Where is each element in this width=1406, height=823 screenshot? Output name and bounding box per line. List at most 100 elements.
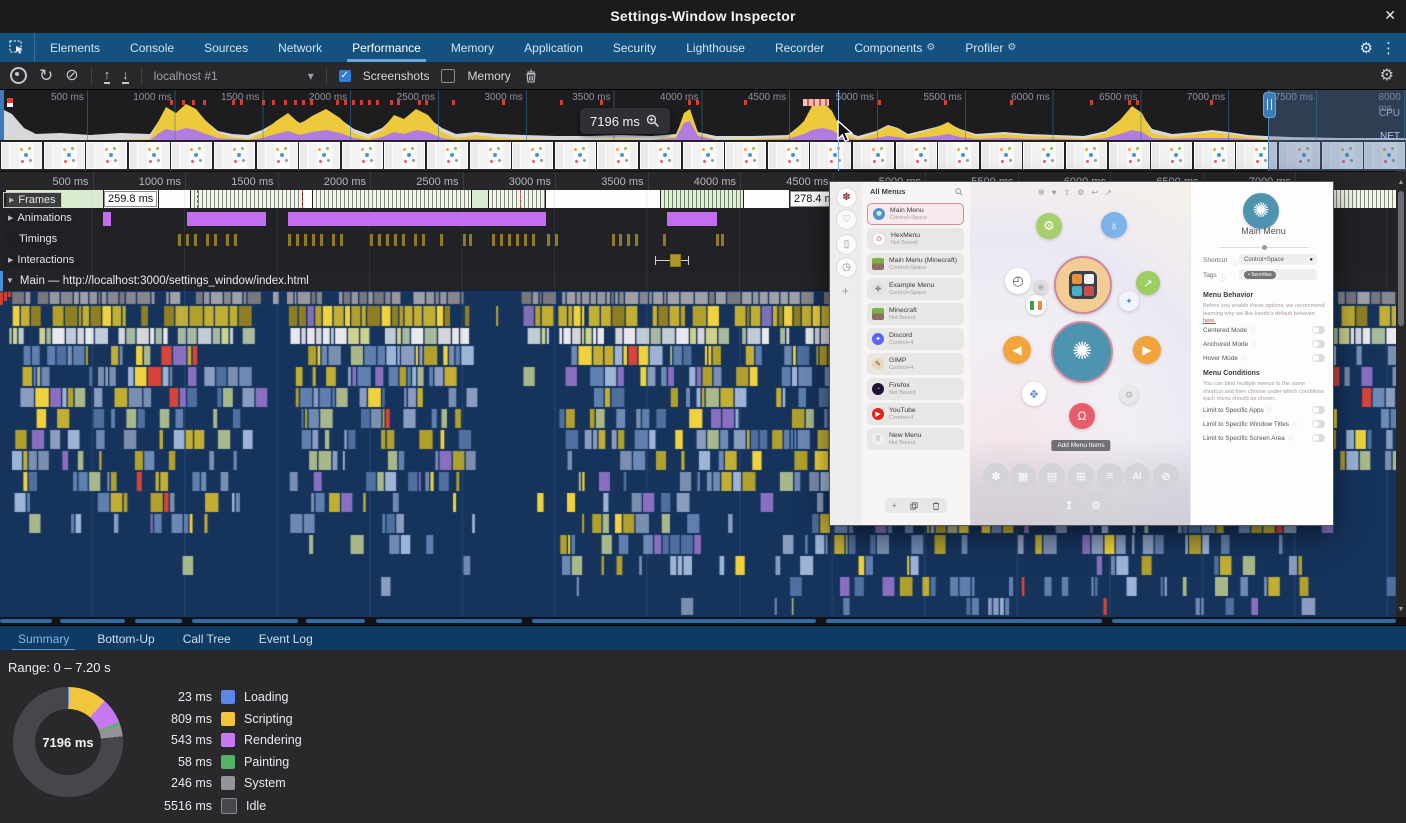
- collect-garbage-icon[interactable]: [523, 68, 539, 83]
- filmstrip-screenshot[interactable]: [1194, 142, 1235, 169]
- filmstrip-screenshot[interactable]: [597, 142, 638, 169]
- clock-icon: ◷: [836, 257, 857, 278]
- range-selector-handle[interactable]: [1263, 92, 1276, 118]
- filmstrip-screenshot[interactable]: [1023, 142, 1064, 169]
- reload-and-record-icon[interactable]: ↻: [39, 67, 53, 84]
- summary-legend: 23 msLoading809 msScripting543 msRenderi…: [150, 690, 302, 814]
- details-tab-summary[interactable]: Summary: [4, 626, 83, 651]
- tab-application[interactable]: Application: [509, 33, 598, 62]
- filmstrip-screenshot[interactable]: [257, 142, 298, 169]
- tab-console[interactable]: Console: [115, 33, 189, 62]
- animations-track-label[interactable]: ▶ Animations: [3, 211, 77, 225]
- vertical-scrollbar[interactable]: ▲ ▼: [1396, 171, 1406, 617]
- filmstrip-screenshot[interactable]: [1151, 142, 1192, 169]
- inspect-element-icon[interactable]: [0, 33, 35, 62]
- details-tab-event-log[interactable]: Event Log: [245, 626, 327, 651]
- memory-checkbox-label[interactable]: Memory: [467, 69, 510, 83]
- tab-components[interactable]: Components⚙: [839, 33, 950, 62]
- info-icon: ⓘ: [1292, 420, 1298, 428]
- filmstrip-screenshot[interactable]: [1279, 142, 1320, 169]
- filmstrip-screenshot[interactable]: [725, 142, 766, 169]
- next-arrow-item: ▶: [1133, 336, 1161, 364]
- devtools-menu-kebab-icon[interactable]: ⋮: [1381, 39, 1396, 57]
- screenshots-checkbox[interactable]: ✓: [339, 70, 351, 82]
- details-tab-call-tree[interactable]: Call Tree: [169, 626, 245, 651]
- frames-track-label[interactable]: ▶ Frames: [3, 192, 62, 208]
- menu-list-item: ✎GIMPControl+4: [867, 353, 964, 375]
- filmstrip-screenshot[interactable]: [1322, 142, 1363, 169]
- filmstrip-screenshot[interactable]: [810, 142, 851, 169]
- scroll-down-icon[interactable]: ▼: [1396, 606, 1406, 613]
- tab-lighthouse[interactable]: Lighthouse: [671, 33, 760, 62]
- tab-recorder[interactable]: Recorder: [760, 33, 839, 62]
- details-tab-bottom-up[interactable]: Bottom-Up: [83, 626, 168, 651]
- filmstrip-screenshot[interactable]: [129, 142, 170, 169]
- timeline-zoom-tooltip: 7196 ms: [580, 108, 670, 134]
- load-profile-icon[interactable]: ↑: [104, 68, 111, 84]
- clear-icon[interactable]: ⊘: [65, 68, 78, 84]
- devtools-settings-gear-icon[interactable]: ⚙: [1360, 39, 1373, 57]
- scroll-up-icon[interactable]: ▲: [1396, 179, 1406, 186]
- expand-arrow-icon[interactable]: ▶: [8, 214, 13, 222]
- tab-memory[interactable]: Memory: [436, 33, 509, 62]
- filmstrip-screenshot[interactable]: [171, 142, 212, 169]
- save-profile-icon[interactable]: ↓: [122, 68, 129, 84]
- target-select[interactable]: localhost #1 ▾: [154, 69, 314, 83]
- filmstrip-screenshot[interactable]: [981, 142, 1022, 169]
- close-icon[interactable]: ✕: [1384, 7, 1396, 24]
- tab-elements[interactable]: Elements: [35, 33, 115, 62]
- filmstrip-screenshot[interactable]: [342, 142, 383, 169]
- dock-icon: ⚙: [1083, 492, 1109, 518]
- filmstrip-screenshot[interactable]: [512, 142, 553, 169]
- filmstrip-screenshot[interactable]: [384, 142, 425, 169]
- filmstrip-screenshot[interactable]: [427, 142, 468, 169]
- menu-item-icon: ✤: [872, 283, 884, 295]
- toggle-row-limit-to-specific-screen-area: Limit to Specific Screen Areaⓘ: [1203, 434, 1325, 442]
- filmstrip-screenshot[interactable]: [683, 142, 724, 169]
- tab-security[interactable]: Security: [598, 33, 671, 62]
- toggle-switch: [1312, 420, 1325, 428]
- screenshot-hover-preview: ✽♡▯◷+ All Menus ✽Main MenuControl+Space✿…: [829, 181, 1334, 526]
- record-icon[interactable]: [10, 67, 27, 84]
- filmstrip-screenshot[interactable]: [1, 142, 42, 169]
- collapse-arrow-icon[interactable]: ▼: [6, 276, 14, 285]
- filmstrip-screenshot[interactable]: [896, 142, 937, 169]
- filmstrip-screenshot[interactable]: [214, 142, 255, 169]
- menu-item-icon: ✦: [872, 333, 884, 345]
- interactions-track-label[interactable]: ▶ Interactions: [3, 253, 79, 267]
- menu-item-icon: ▶: [872, 408, 884, 420]
- filmstrip-screenshot[interactable]: [44, 142, 85, 169]
- filmstrip-screenshot[interactable]: [1364, 142, 1405, 169]
- tab-sources[interactable]: Sources: [189, 33, 263, 62]
- filmstrip-screenshot[interactable]: [938, 142, 979, 169]
- filmstrip-screenshot[interactable]: [853, 142, 894, 169]
- tab-profiler[interactable]: Profiler⚙: [950, 33, 1031, 62]
- tab-network[interactable]: Network: [263, 33, 337, 62]
- capture-settings-gear-icon[interactable]: ⚙: [1380, 68, 1406, 84]
- filmstrip-screenshot[interactable]: [640, 142, 681, 169]
- timeline-overview[interactable]: 500 ms1000 ms1500 ms2000 ms2500 ms3000 m…: [0, 90, 1406, 140]
- timings-track-label[interactable]: Timings: [3, 232, 62, 246]
- filmstrip-screenshot[interactable]: [1066, 142, 1107, 169]
- expand-arrow-icon[interactable]: ▶: [8, 256, 13, 264]
- scrollbar-thumb[interactable]: [1398, 191, 1404, 326]
- filmstrip-screenshot[interactable]: [470, 142, 511, 169]
- net-strip-label: NET: [1380, 131, 1400, 142]
- filmstrip-screenshot[interactable]: [768, 142, 809, 169]
- filmstrip-screenshot[interactable]: [299, 142, 340, 169]
- tab-performance[interactable]: Performance: [337, 33, 436, 62]
- flamechart-horizontal-scrollbar[interactable]: [0, 617, 1406, 625]
- memory-checkbox[interactable]: [441, 69, 455, 83]
- menu-item-title: GIMP: [889, 357, 913, 365]
- filmstrip-screenshot[interactable]: [1109, 142, 1150, 169]
- filmstrip-screenshot[interactable]: [555, 142, 596, 169]
- timing-mark: [516, 234, 519, 246]
- filmstrip-screenshot[interactable]: [1236, 142, 1277, 169]
- screenshots-checkbox-label[interactable]: Screenshots: [363, 69, 430, 83]
- range-left-handle[interactable]: [0, 90, 4, 140]
- timing-mark: [663, 234, 666, 246]
- timing-mark: [422, 234, 425, 246]
- expand-arrow-icon[interactable]: ▶: [9, 196, 14, 204]
- add-menu-items-tooltip: Add Menu Items: [1051, 440, 1110, 451]
- filmstrip-screenshot[interactable]: [86, 142, 127, 169]
